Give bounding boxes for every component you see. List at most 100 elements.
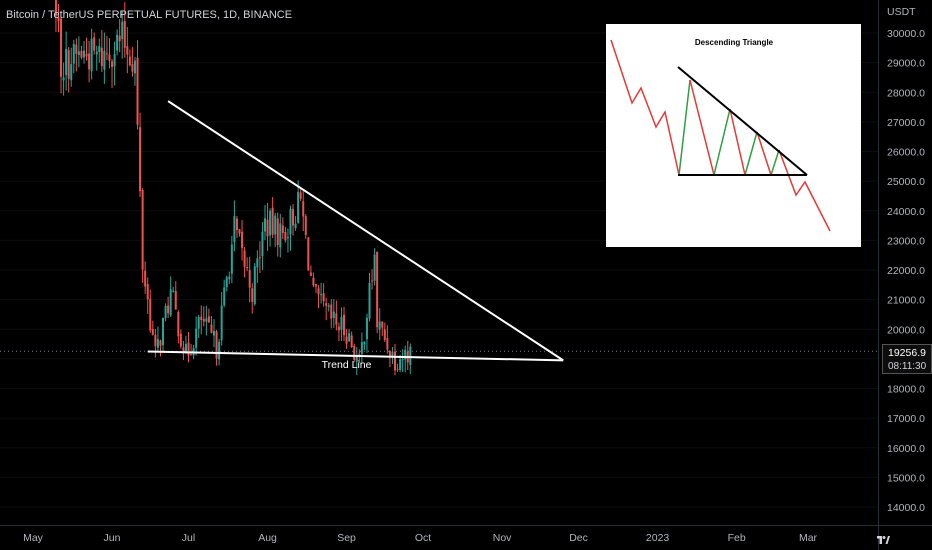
time-tick-label: Jun <box>104 532 121 544</box>
candle-body <box>320 294 323 296</box>
current-price-value: 19256.9 <box>888 347 926 359</box>
candle-body <box>80 50 83 58</box>
price-axis[interactable]: USDT 14000.0 15000.0 16000.0 17000.0 18000.0 1… <box>878 0 926 550</box>
candle-body <box>67 50 70 79</box>
candle-body <box>118 35 121 42</box>
candle-body <box>108 54 111 61</box>
inset-price-segment <box>756 131 772 176</box>
candle-body <box>261 231 264 257</box>
candle-body <box>60 18 63 77</box>
candle-body <box>281 225 284 233</box>
price-tick-label: 30000.0 <box>887 28 925 40</box>
candle-body <box>335 313 338 325</box>
price-tick-label: 18000.0 <box>887 384 925 396</box>
candle-body <box>314 284 317 287</box>
price-tick-label: 17000.0 <box>887 413 925 425</box>
price-tick-label: 15000.0 <box>887 472 925 484</box>
candle-body <box>111 61 114 67</box>
inset-pattern <box>610 39 831 232</box>
candle-body <box>312 277 315 286</box>
candle-body <box>284 231 287 241</box>
trendline-drawings[interactable] <box>147 100 564 362</box>
candle-body <box>343 314 346 336</box>
candle-body <box>223 287 226 306</box>
candle-body <box>179 333 182 347</box>
candle-body <box>100 47 103 67</box>
inset-price-segment <box>729 108 746 176</box>
candle-body <box>85 53 88 57</box>
candle-body <box>294 223 297 228</box>
candle-body <box>309 272 312 276</box>
candle-body <box>289 208 292 235</box>
candle-body <box>299 192 302 199</box>
candle-body <box>383 329 386 340</box>
trendline-resistance[interactable] <box>167 100 564 362</box>
candle-body <box>146 284 149 300</box>
candle-body <box>238 229 241 234</box>
candle-body <box>190 354 193 356</box>
candle-body <box>330 304 333 319</box>
candle-body <box>271 207 274 235</box>
candle-body <box>88 53 91 70</box>
price-tick-label: 23000.0 <box>887 235 925 247</box>
candle-body <box>57 17 60 22</box>
time-tick-label: May <box>23 532 44 544</box>
inset-price-segment <box>678 79 691 176</box>
candle-body <box>187 342 190 356</box>
candle-body <box>263 218 266 232</box>
candle-body <box>360 342 363 354</box>
inset-price-segment <box>610 39 680 176</box>
candle-body <box>75 44 78 54</box>
candle-body <box>169 289 172 316</box>
candle-body <box>253 266 256 305</box>
candle-body <box>162 317 165 346</box>
candle-body <box>363 341 366 345</box>
candle-body <box>399 359 402 370</box>
trendline-support[interactable] <box>147 350 564 362</box>
price-tick-label: 21000.0 <box>887 295 925 307</box>
candle-body <box>332 311 335 319</box>
candle-body <box>149 298 152 331</box>
candle-body <box>230 244 233 274</box>
time-tick-label: Nov <box>493 532 512 544</box>
candle-body <box>248 270 251 288</box>
candle-body <box>409 346 412 365</box>
candle-body <box>113 54 116 67</box>
tradingview-logo-icon[interactable] <box>877 535 890 545</box>
candle-body <box>77 51 80 56</box>
candle-body <box>123 21 126 48</box>
candle-body <box>388 351 391 358</box>
candle-body <box>139 127 142 192</box>
candle-body <box>317 288 320 295</box>
candle-body <box>133 60 136 74</box>
candle-body <box>396 369 399 371</box>
candle-body <box>279 223 282 248</box>
candle-body <box>337 326 340 331</box>
price-tick-label: 16000.0 <box>887 443 925 455</box>
inset-price-segment <box>744 131 758 176</box>
candle-body <box>205 318 208 322</box>
candle-body <box>256 258 259 268</box>
candle-body <box>156 339 159 348</box>
candle-body <box>62 77 65 81</box>
symbol-title[interactable]: Bitcoin / TetherUS PERPETUAL FUTURES, 1D… <box>6 9 293 21</box>
time-axis[interactable]: May Jun Jul Aug Sep Oct Nov Dec 2023 Feb Mar <box>0 525 932 545</box>
candle-body <box>340 316 343 330</box>
candle-body <box>246 267 249 269</box>
candle-body <box>327 305 330 307</box>
price-axis-unit: USDT <box>887 6 916 18</box>
inset-panel <box>606 24 861 247</box>
candle-body <box>121 21 124 40</box>
time-tick-label: Aug <box>258 532 277 544</box>
candle-body <box>218 341 221 360</box>
inset-resistance-line <box>677 66 808 176</box>
descending-triangle-inset: Descending Triangle <box>606 24 861 247</box>
candle-body <box>394 351 397 371</box>
candle-body <box>276 218 279 246</box>
candle-body <box>95 51 98 55</box>
price-tick-label: 28000.0 <box>887 87 925 99</box>
candle-body <box>358 354 361 356</box>
price-tick-label: 22000.0 <box>887 265 925 277</box>
candle-body <box>373 254 376 281</box>
